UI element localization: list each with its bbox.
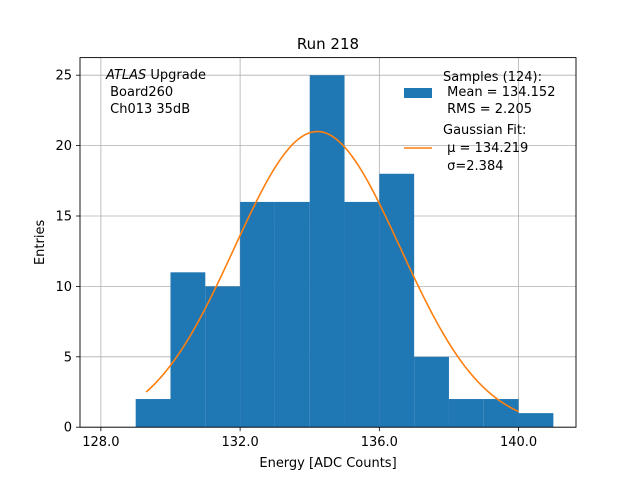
x-axis-label: Energy [ADC Counts]: [259, 456, 396, 471]
legend-samples-line-1: Samples (124):: [443, 70, 542, 85]
annotation-line-2: Board260: [106, 85, 173, 100]
histogram-bar: [518, 413, 554, 428]
legend-samples-line-2: Mean = 134.152: [443, 85, 555, 100]
histogram-bar: [483, 399, 519, 428]
atlas-annotation: ATLAS Upgrade Board260 Ch013 35dB: [105, 68, 206, 117]
legend-samples-line-3: RMS = 2.205: [443, 102, 532, 117]
chart-title: Run 218: [297, 35, 359, 53]
x-tick-label: 128.0: [82, 435, 119, 450]
y-tick-label: 20: [55, 139, 72, 154]
histogram-bar: [240, 201, 275, 428]
y-tick-label: 5: [64, 350, 72, 365]
legend-fit-line-2: μ = 134.219: [443, 141, 528, 156]
legend-fit-line-1: Gaussian Fit:: [443, 123, 526, 138]
legend-fit-line-3: σ=2.384: [443, 159, 503, 174]
plot-frame: [79, 57, 577, 428]
histogram-bar: [309, 75, 345, 428]
x-tick-label: 140.0: [500, 435, 537, 450]
x-tick-label: 132.0: [222, 435, 259, 450]
annotation-line-3: Ch013 35dB: [106, 102, 190, 117]
histogram-bar: [414, 356, 449, 428]
annotation-line-1: ATLAS Upgrade: [105, 68, 206, 83]
y-tick-label: 25: [55, 69, 72, 84]
histogram-bar: [274, 201, 310, 428]
x-tick-label: 136.0: [361, 435, 398, 450]
gaussian-fit-layer: [145, 130, 519, 413]
histogram-bar: [205, 286, 241, 428]
y-tick-label: 15: [55, 210, 72, 225]
histogram-bar: [448, 399, 484, 428]
legend-samples-swatch: [404, 88, 432, 98]
histogram-bar: [135, 399, 171, 428]
legend: Samples (124): Mean = 134.152 RMS = 2.20…: [404, 70, 555, 174]
y-tick-label: 10: [55, 280, 72, 295]
histogram-bars: [135, 75, 554, 428]
histogram-bar: [170, 272, 206, 428]
axis-ticks: 128.0 132.0 136.0 140.0 0 5 10 15 20 25: [55, 69, 537, 451]
annotation-atlas: ATLAS: [105, 68, 146, 83]
histogram-bar: [344, 201, 380, 428]
histogram-bar: [379, 173, 415, 428]
y-axis-label: Entries: [33, 220, 48, 266]
annotation-upgrade: Upgrade: [146, 68, 206, 83]
y-tick-label: 0: [64, 421, 72, 436]
gaussian-fit-curve: [145, 130, 519, 413]
